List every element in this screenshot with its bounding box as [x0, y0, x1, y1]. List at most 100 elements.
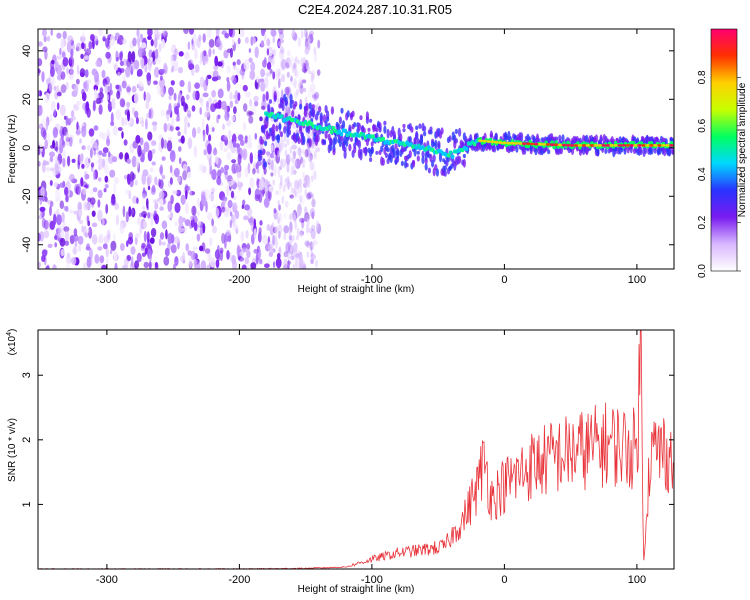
spectrogram-trace-cell — [332, 148, 336, 156]
spectrogram-trace-cell — [264, 161, 268, 168]
spectrogram-noise-cell — [309, 208, 316, 218]
spectrogram-noise-cell — [217, 169, 222, 179]
spectrogram-noise-cell — [257, 78, 261, 84]
spectrogram-noise-cell — [208, 38, 215, 48]
spectrogram-noise-cell — [106, 137, 111, 147]
spectrogram-noise-cell — [70, 110, 75, 118]
spectrogram-noise-cell — [49, 151, 55, 158]
spectrogram-noise-cell — [306, 241, 311, 249]
spectrogram-y-ticks: -40 -20 0 20 40 — [21, 45, 674, 253]
spectrogram-noise-cell — [144, 64, 148, 73]
spectrogram-trace-cell — [367, 127, 371, 132]
spectrogram-trace-cell — [273, 91, 277, 101]
spectrogram-noise-cell — [229, 219, 232, 229]
spectrogram-trace-cell — [265, 91, 269, 101]
snr-y-tick-label: 2 — [21, 437, 33, 443]
spectrogram-trace-cell — [429, 154, 433, 163]
spectrogram-trace-cell — [322, 139, 327, 144]
spectrogram-trace-cell — [353, 122, 357, 128]
spectrogram-trace-peak — [490, 140, 495, 144]
spectrogram-noise-cell — [107, 101, 113, 113]
spectrogram-noise-cell — [69, 136, 73, 147]
spectrogram-noise-cell — [243, 59, 250, 71]
spectrogram-noise-cell — [145, 118, 148, 130]
spectrogram-noise-cell — [141, 252, 146, 257]
spectrogram-noise-cell — [209, 237, 213, 247]
spectrogram-trace-cell — [322, 114, 327, 123]
spectrogram-y-tick-label: 40 — [21, 45, 33, 57]
spectrogram-noise-cell — [126, 254, 131, 262]
spectrogram-noise-cell — [200, 260, 207, 269]
spectrogram-noise-cell — [314, 150, 317, 160]
spectrogram-trace-cell — [443, 170, 447, 177]
spectrogram-trace-core — [450, 154, 455, 159]
spectrogram-noise-cell — [263, 179, 269, 191]
spectrogram-noise-cell — [162, 30, 167, 38]
spectrogram-trace-cell — [405, 162, 409, 168]
spectrogram-noise-cell — [223, 209, 230, 218]
spectrogram-noise-cell — [192, 33, 197, 42]
spectrogram-noise-cell — [252, 168, 256, 175]
spectrogram-noise-cell — [285, 106, 291, 115]
spectrogram-noise-cell — [127, 51, 132, 63]
page-title: C2E4.2024.287.10.31.R05 — [298, 2, 452, 17]
spectrogram-noise-cell — [212, 204, 218, 209]
snr-x-ticks: -300 -200 -100 0 100 — [96, 330, 646, 586]
spectrogram-trace-cell — [299, 103, 303, 110]
spectrogram-noise-cell — [290, 77, 293, 82]
spectrogram-noise-cell — [75, 42, 82, 52]
spectrogram-noise-cell — [194, 260, 200, 269]
spectrogram-noise-cell — [102, 147, 109, 154]
spectrogram-trace-peak — [617, 144, 622, 147]
spectrogram-noise-cell — [309, 155, 314, 161]
spectrogram-noise-cell — [60, 38, 64, 49]
spectrogram-noise-cell — [110, 198, 117, 206]
spectrogram-noise-cell — [123, 258, 129, 267]
spectrogram-noise-cell — [174, 48, 178, 57]
spectrogram-trace-cell — [305, 106, 309, 111]
spectrogram-noise-cell — [227, 129, 232, 140]
spectrogram-trace-cell — [281, 101, 285, 112]
spectrogram-noise-cell — [286, 176, 290, 183]
spectrogram-noise-cell — [294, 150, 301, 156]
spectrogram-noise-cell — [98, 235, 101, 244]
spectrogram-noise-cell — [141, 149, 146, 156]
spectrogram-trace-core — [361, 132, 366, 137]
spectrogram-signal-trace — [257, 91, 674, 177]
spectrogram-noise-cell — [59, 143, 64, 154]
spectrogram-noise-cell — [39, 197, 43, 206]
spectrogram-trace-cell — [359, 151, 363, 161]
spectrogram-noise-cell — [93, 170, 96, 181]
spectrogram-noise-cell — [260, 40, 265, 48]
spectrogram-noise-cell — [290, 81, 296, 86]
spectrogram-y-tick-label: -20 — [21, 188, 33, 204]
spectrogram-noise-cell — [180, 135, 185, 144]
spectrogram-noise-cell — [131, 155, 137, 168]
spectrogram-noise-cell — [278, 204, 281, 211]
spectrogram-noise-cell — [294, 180, 300, 190]
spectrogram-noise-cell — [76, 101, 81, 106]
spectrogram-noise-cell — [133, 92, 139, 104]
spectrogram-noise-cell — [89, 147, 93, 159]
spectrogram-noise-cell — [232, 224, 239, 231]
spectrogram-noise-cell — [287, 253, 291, 260]
spectrogram-noise-cell — [269, 68, 273, 74]
spectrogram-trace-peak — [502, 141, 507, 145]
spectrogram-noise-cell — [262, 93, 266, 103]
spectrogram-noise-cell — [39, 206, 46, 212]
spectrogram-noise-cell — [254, 100, 259, 107]
spectrogram-trace-cell — [329, 138, 333, 146]
spectrogram-noise-cell — [93, 141, 98, 149]
spectrogram-noise-cell — [81, 42, 85, 50]
spectrogram-noise-cell — [81, 225, 84, 233]
spectrogram-noise-cell — [191, 69, 195, 76]
snr-y-tick-label: 1 — [21, 501, 33, 507]
spectrogram-noise-cell — [170, 244, 177, 254]
spectrogram-noise-cell — [169, 150, 176, 162]
spectrogram-trace-cell — [348, 124, 352, 134]
spectrogram-noise-cell — [170, 55, 174, 67]
spectrogram-noise-cell — [234, 162, 240, 173]
spectrogram-noise-cell — [86, 79, 91, 85]
spectrogram-trace-cell — [421, 150, 425, 158]
